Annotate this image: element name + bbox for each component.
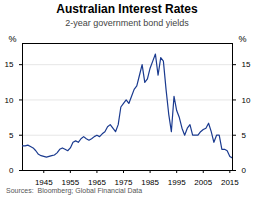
svg-text:2015: 2015	[221, 178, 239, 186]
svg-text:10: 10	[242, 96, 251, 105]
svg-text:0: 0	[242, 166, 247, 175]
svg-text:15: 15	[242, 60, 251, 69]
svg-text:%: %	[238, 34, 246, 44]
svg-text:1975: 1975	[115, 178, 133, 186]
svg-text:10: 10	[5, 96, 14, 105]
svg-text:1995: 1995	[168, 178, 186, 186]
svg-text:1965: 1965	[88, 178, 106, 186]
svg-text:1945: 1945	[35, 178, 53, 186]
svg-text:1985: 1985	[141, 178, 159, 186]
svg-text:%: %	[9, 34, 17, 44]
html-text:Australian Interest Rates: Australian Interest Rates	[56, 2, 198, 16]
html-text:2-year government bond yields: 2-year government bond yields	[65, 18, 189, 28]
svg-text:5: 5	[242, 131, 247, 140]
svg-text:2005: 2005	[194, 178, 212, 186]
svg-text:1955: 1955	[61, 178, 79, 186]
svg-text:15: 15	[5, 60, 14, 69]
svg-text:5: 5	[9, 131, 14, 140]
svg-text:0: 0	[9, 166, 14, 175]
html-text:Sources: Bloomberg; Global Fin: Sources: Bloomberg; Global Financial Dat…	[6, 187, 143, 194]
